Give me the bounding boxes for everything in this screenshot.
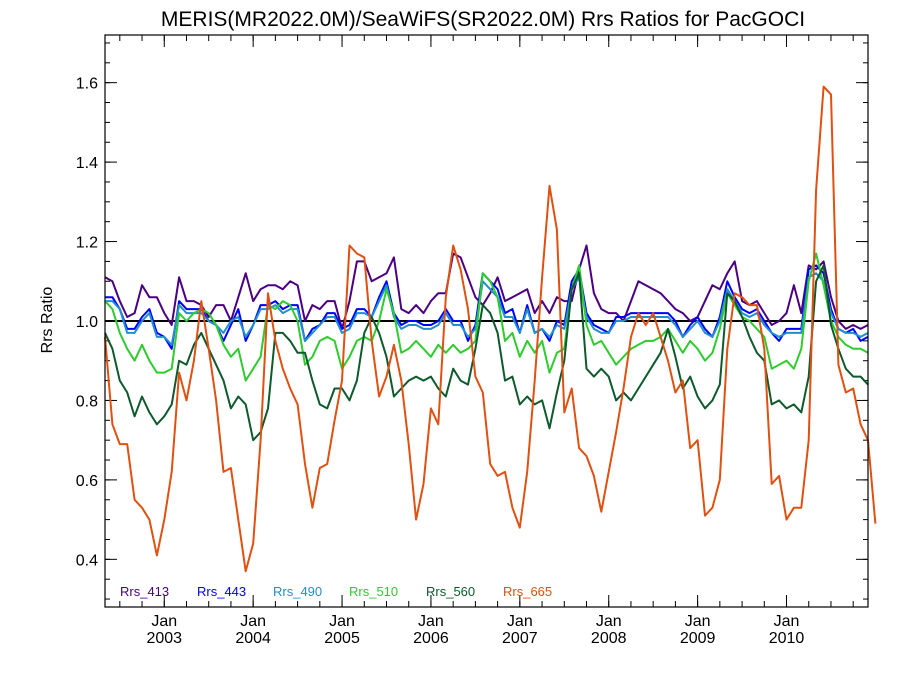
x-tick-year: 2003 [146,630,182,647]
legend-item-rrs-490: Rrs_490 [273,584,322,599]
series-line-rrs-665 [104,85,877,573]
legend-item-rrs-665: Rrs_665 [503,584,552,599]
legend-item-rrs-443: Rrs_443 [197,584,246,599]
x-tick-month: Jan [685,613,711,630]
series-line-rrs-560 [104,264,869,442]
x-tick-month: Jan [507,613,533,630]
y-tick-label: 1.0 [76,314,98,331]
x-tick-month: Jan [418,613,444,630]
x-tick-month: Jan [151,613,177,630]
y-tick-label: 1.4 [76,155,98,172]
series-line-rrs-413 [104,244,869,330]
series-lines [104,85,877,573]
y-axis-label: Rrs Ratio [39,287,56,354]
legend-item-rrs-510: Rrs_510 [349,584,398,599]
x-tick-month: Jan [329,613,355,630]
legend: Rrs_413 Rrs_443 Rrs_490 Rrs_510 Rrs_560 Rrs_6… [120,584,552,599]
y-tick-label: 1.6 [76,76,98,93]
x-tick-month: Jan [240,613,266,630]
y-tick-label: 0.8 [76,393,98,410]
y-tick-label: 1.2 [76,235,98,252]
x-tick-year: 2009 [680,630,716,647]
series-line-rrs-510 [104,252,869,382]
x-tick-month: Jan [774,613,800,630]
y-tick-label: 0.6 [76,473,98,490]
legend-item-rrs-413: Rrs_413 [120,584,169,599]
x-tick-labels: Jan2003Jan2004Jan2005Jan2006Jan2007Jan20… [146,613,804,647]
x-tick-year: 2005 [324,630,360,647]
y-tick-label: 0.4 [76,552,98,569]
x-tick-year: 2004 [235,630,271,647]
x-tick-year: 2010 [769,630,805,647]
plot-frame [104,34,869,608]
chart-title: MERIS(MR2022.0M)/SeaWiFS(SR2022.0M) Rrs … [161,8,805,31]
legend-item-rrs-560: Rrs_560 [426,584,475,599]
series-line-rrs-490 [105,272,869,346]
x-tick-month: Jan [596,613,622,630]
x-tick-year: 2006 [413,630,449,647]
y-tick-labels: 0.4 0.6 0.8 1.0 1.2 1.4 1.6 [76,76,98,570]
x-tick-year: 2007 [502,630,538,647]
x-tick-year: 2008 [591,630,627,647]
